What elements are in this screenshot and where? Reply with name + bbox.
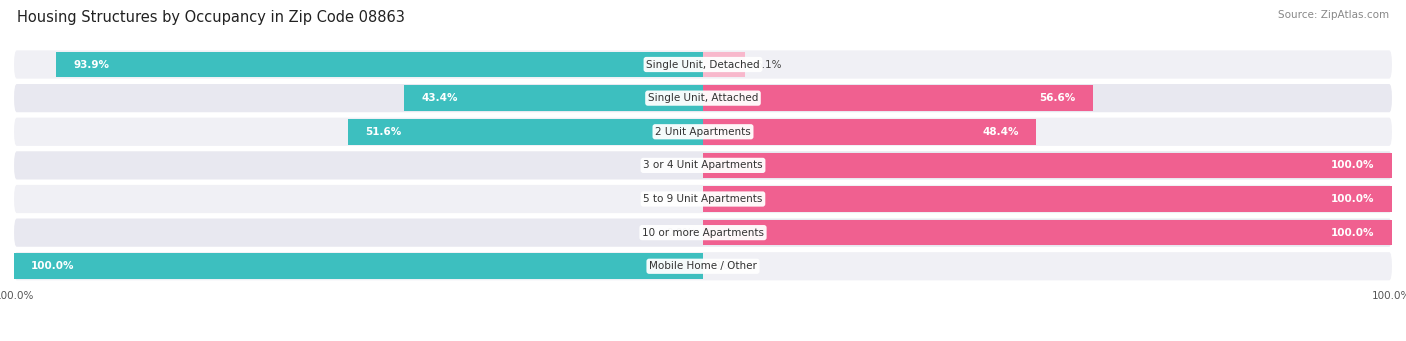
Bar: [347, 119, 703, 145]
Text: 6.1%: 6.1%: [755, 60, 782, 70]
Text: Source: ZipAtlas.com: Source: ZipAtlas.com: [1278, 10, 1389, 20]
Text: 100.0%: 100.0%: [1331, 194, 1375, 204]
Bar: [703, 186, 1392, 212]
Bar: [56, 52, 703, 77]
Bar: [14, 253, 703, 279]
FancyBboxPatch shape: [14, 151, 1392, 179]
Text: Single Unit, Detached: Single Unit, Detached: [647, 60, 759, 70]
Text: 0.0%: 0.0%: [666, 194, 693, 204]
Bar: [703, 220, 1392, 246]
Legend: Owner-occupied, Renter-occupied: Owner-occupied, Renter-occupied: [582, 339, 824, 341]
Bar: [703, 85, 1092, 111]
Text: 48.4%: 48.4%: [983, 127, 1019, 137]
Text: 3 or 4 Unit Apartments: 3 or 4 Unit Apartments: [643, 160, 763, 170]
FancyBboxPatch shape: [14, 84, 1392, 112]
Text: 0.0%: 0.0%: [666, 228, 693, 238]
Text: 5 to 9 Unit Apartments: 5 to 9 Unit Apartments: [644, 194, 762, 204]
FancyBboxPatch shape: [14, 252, 1392, 280]
Bar: [404, 85, 703, 111]
Text: 2 Unit Apartments: 2 Unit Apartments: [655, 127, 751, 137]
Bar: [703, 119, 1036, 145]
Text: 0.0%: 0.0%: [713, 261, 740, 271]
FancyBboxPatch shape: [14, 118, 1392, 146]
FancyBboxPatch shape: [14, 219, 1392, 247]
Text: 43.4%: 43.4%: [422, 93, 458, 103]
Text: Mobile Home / Other: Mobile Home / Other: [650, 261, 756, 271]
Text: 100.0%: 100.0%: [31, 261, 75, 271]
Bar: [703, 153, 1392, 178]
FancyBboxPatch shape: [14, 185, 1392, 213]
Text: Single Unit, Attached: Single Unit, Attached: [648, 93, 758, 103]
Text: Housing Structures by Occupancy in Zip Code 08863: Housing Structures by Occupancy in Zip C…: [17, 10, 405, 25]
Text: 100.0%: 100.0%: [1331, 228, 1375, 238]
Text: 93.9%: 93.9%: [73, 60, 110, 70]
Text: 0.0%: 0.0%: [666, 160, 693, 170]
Text: 56.6%: 56.6%: [1039, 93, 1076, 103]
Text: 51.6%: 51.6%: [364, 127, 401, 137]
Bar: [703, 52, 745, 77]
FancyBboxPatch shape: [14, 50, 1392, 79]
Text: 10 or more Apartments: 10 or more Apartments: [643, 228, 763, 238]
Text: 100.0%: 100.0%: [1331, 160, 1375, 170]
